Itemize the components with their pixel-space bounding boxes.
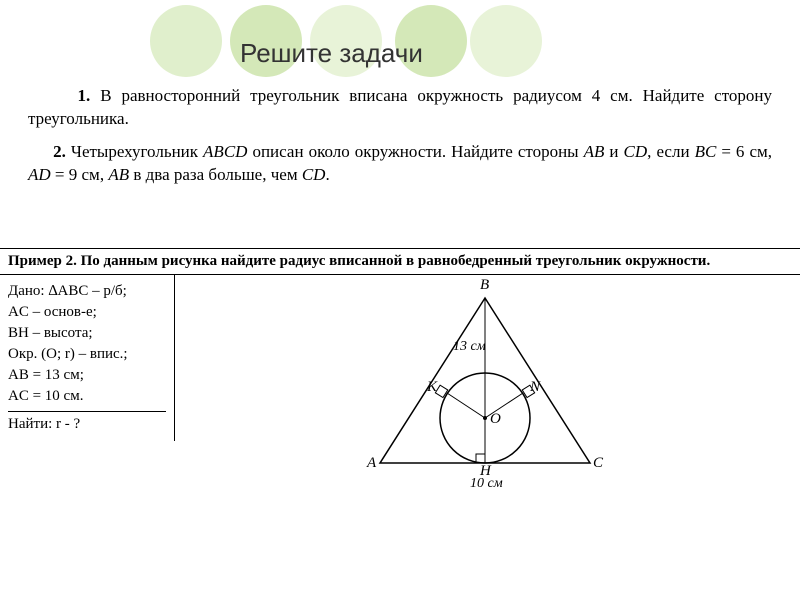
- given-line: BH – высота;: [8, 323, 166, 344]
- var-cd2: CD: [302, 165, 326, 184]
- label-13cm: 13 см: [453, 339, 486, 355]
- var-ab2: AB: [108, 165, 129, 184]
- label-b: B: [480, 277, 489, 294]
- triangle-diagram: B A C K N O H 13 см 10 см: [335, 283, 635, 498]
- given-column: Дано: ∆ABC – р/б; AC – основ-е; BH – выс…: [0, 275, 175, 441]
- problem-text: .: [325, 165, 329, 184]
- diagram-column: B A C K N O H 13 см 10 см: [175, 275, 800, 441]
- problem-number: 2.: [53, 142, 66, 161]
- bg-circle: [150, 5, 222, 77]
- label-o: O: [490, 411, 501, 428]
- given-line: AB = 13 см;: [8, 365, 166, 386]
- find-line: Найти: r - ?: [8, 414, 166, 435]
- label-n: N: [530, 379, 540, 396]
- problem-text: , если: [647, 142, 694, 161]
- problem-text: и: [604, 142, 623, 161]
- divider: [8, 411, 166, 412]
- problem-2: 2. Четырехугольник ABCD описан около окр…: [28, 141, 772, 187]
- label-c: C: [593, 455, 603, 472]
- problem-1: 1. В равносторонний треугольник вписана …: [28, 85, 772, 131]
- given-line: Дано: ∆ABC – р/б;: [8, 281, 166, 302]
- given-line: AC = 10 см.: [8, 386, 166, 407]
- var-ad: AD: [28, 165, 51, 184]
- example-header: Пример 2. По данным рисунка найдите ради…: [0, 249, 800, 275]
- example-table: Пример 2. По данным рисунка найдите ради…: [0, 248, 800, 441]
- example-row: Дано: ∆ABC – р/б; AC – основ-е; BH – выс…: [0, 275, 800, 441]
- var-ab: AB: [584, 142, 605, 161]
- problem-text: в два раза больше, чем: [129, 165, 302, 184]
- content-area: 1. В равносторонний треугольник вписана …: [0, 85, 800, 197]
- problem-text: Четырехугольник: [71, 142, 203, 161]
- label-10cm: 10 см: [470, 476, 503, 492]
- label-a: A: [367, 455, 376, 472]
- center-dot: [483, 416, 487, 420]
- var-bc: BC: [695, 142, 717, 161]
- given-line: Окр. (O; r) – впис.;: [8, 344, 166, 365]
- var-cd: CD: [624, 142, 648, 161]
- problem-text: = 9 см,: [51, 165, 109, 184]
- bg-circle: [470, 5, 542, 77]
- label-k: K: [427, 379, 437, 396]
- given-line: AC – основ-е;: [8, 302, 166, 323]
- problem-text: = 6 см,: [716, 142, 772, 161]
- radius-ok: [447, 393, 485, 418]
- triangle-svg: [335, 283, 635, 493]
- problem-text: В равносторонний треугольник вписана окр…: [28, 86, 772, 128]
- var-abcd: ABCD: [203, 142, 247, 161]
- problem-number: 1.: [78, 86, 91, 105]
- slide-title: Решите задачи: [240, 38, 423, 69]
- problem-text: описан около окружности. Найдите стороны: [247, 142, 583, 161]
